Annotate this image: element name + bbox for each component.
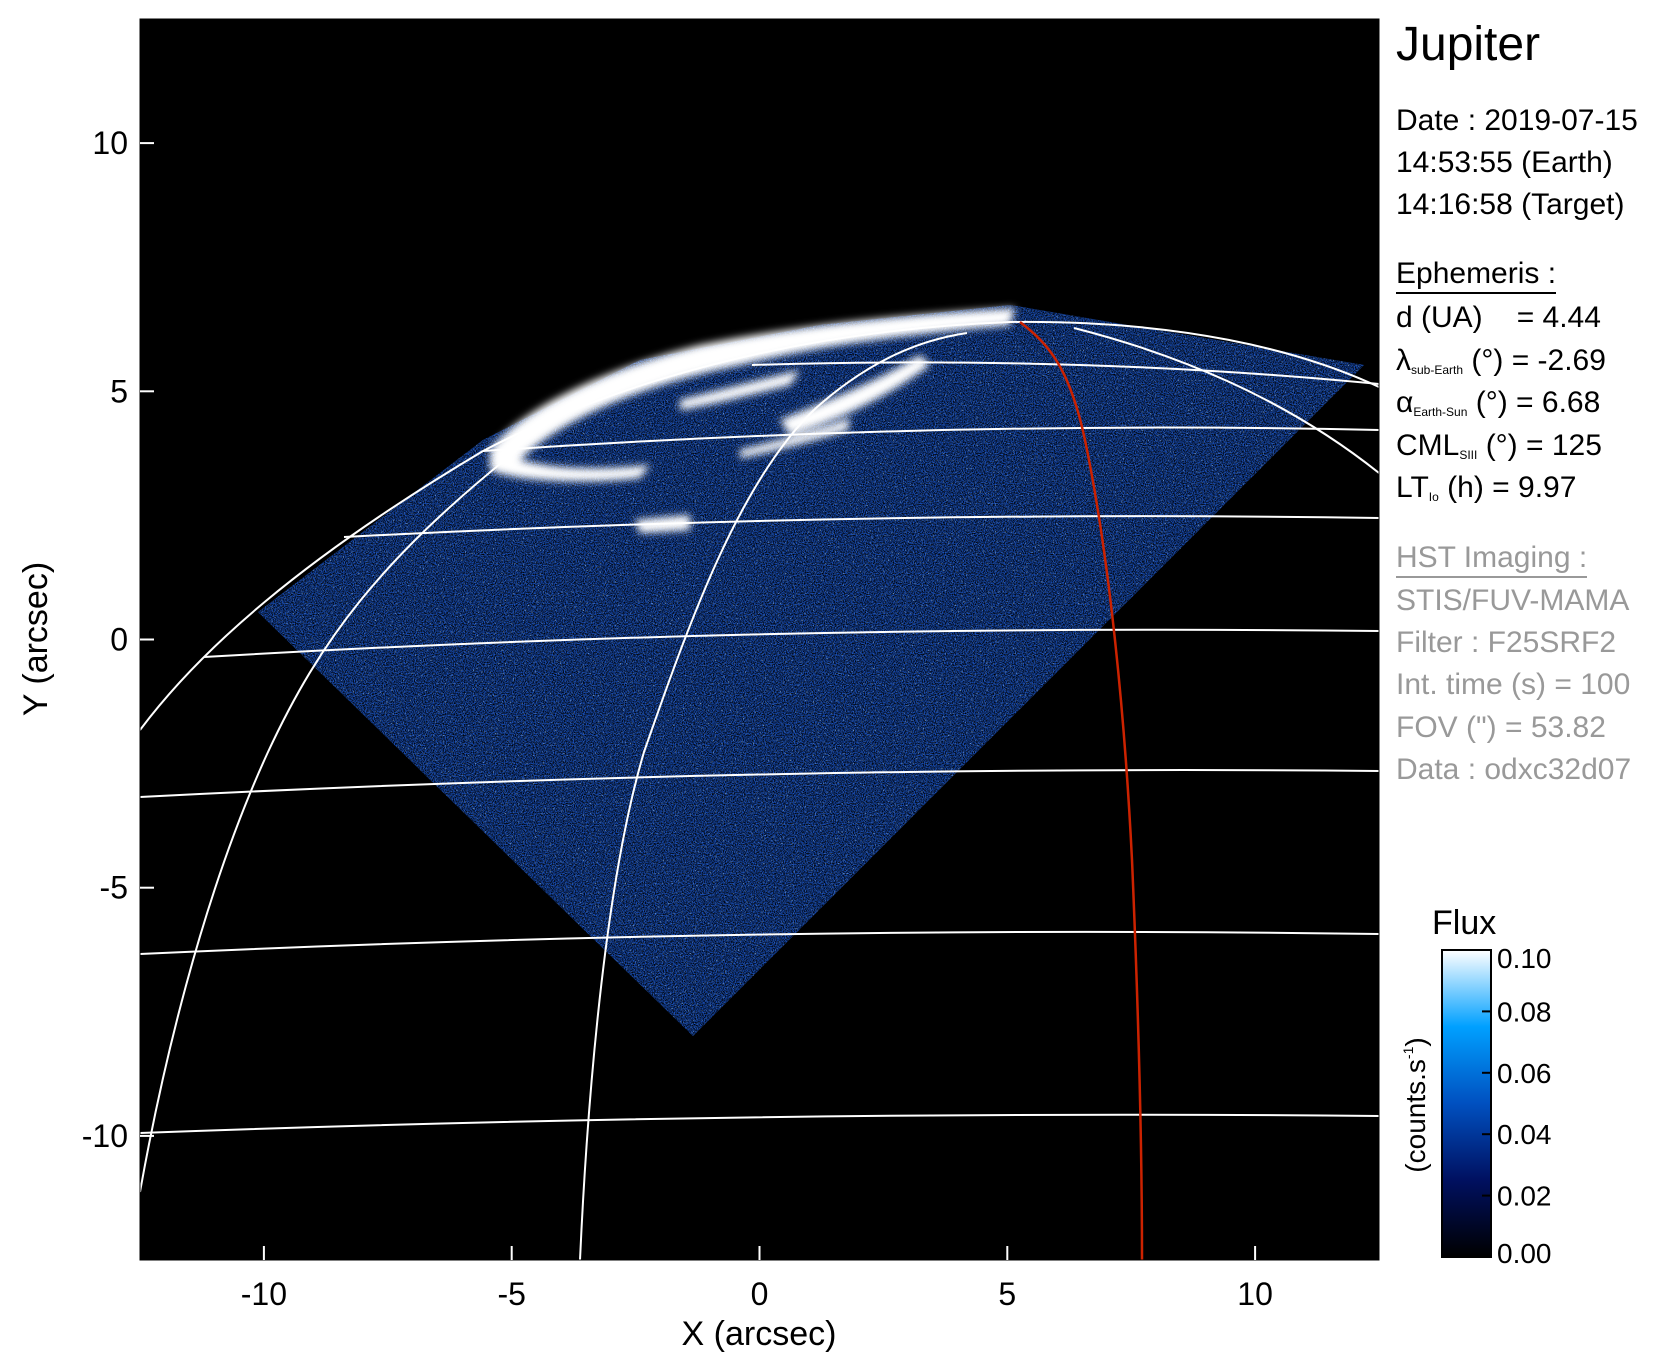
- date: Date : 2019-07-15: [1396, 104, 1638, 137]
- y-tick-label: 0: [110, 622, 128, 658]
- x-tick-label: 0: [751, 1276, 769, 1312]
- sub-earth-latitude: λsub-Earth (°) = -2.69: [1396, 344, 1606, 378]
- y-tick-label: 5: [110, 373, 128, 409]
- colorbar: [1441, 949, 1492, 1258]
- colorbar-tick-label: 0.10: [1497, 943, 1552, 974]
- latitude-grid: [140, 361, 1379, 1134]
- time-earth: 14:53:55 (Earth): [1396, 146, 1613, 179]
- x-tick-label: 10: [1237, 1276, 1273, 1312]
- instrument: STIS/FUV-MAMA: [1396, 584, 1630, 617]
- colorbar-label: (counts.s-1): [1400, 1037, 1431, 1172]
- fov: FOV (") = 53.82: [1396, 711, 1606, 744]
- data-id: Data : odxc32d07: [1396, 753, 1632, 786]
- limb: [140, 320, 1379, 731]
- x-tick-label: 5: [998, 1276, 1016, 1312]
- cml: CMLSIII (°) = 125: [1396, 429, 1602, 463]
- x-tick-label: -5: [497, 1276, 525, 1312]
- filter: Filter : F25SRF2: [1396, 626, 1617, 659]
- colorbar-tick-label: 0.08: [1497, 996, 1552, 1027]
- ephemeris-title: Ephemeris :: [1396, 257, 1557, 294]
- x-axis-label: X (arcsec): [682, 1315, 837, 1353]
- colorbar-tick-label: 0.06: [1497, 1058, 1552, 1089]
- time-target: 14:16:58 (Target): [1396, 188, 1625, 221]
- colorbar-title: Flux: [1432, 904, 1496, 942]
- distance: d (UA) = 4.44: [1396, 301, 1601, 334]
- highlight-meridian: [1019, 321, 1144, 1260]
- y-tick-label: -5: [100, 870, 128, 906]
- phase-angle: αEarth-Sun (°) = 6.68: [1396, 386, 1601, 420]
- planet-title: Jupiter: [1396, 18, 1541, 71]
- colorbar-tick-label: 0.00: [1497, 1238, 1552, 1269]
- io-local-time: LTIo (h) = 9.97: [1396, 471, 1577, 505]
- x-tick-label: -10: [241, 1276, 287, 1312]
- hst-title: HST Imaging :: [1396, 541, 1588, 578]
- colorbar-tick-label: 0.04: [1497, 1119, 1552, 1150]
- y-axis-label: Y (arcsec): [17, 562, 55, 716]
- meridian-grid: [140, 320, 1379, 1260]
- y-tick-label: 10: [92, 125, 128, 161]
- integration-time: Int. time (s) = 100: [1396, 668, 1631, 701]
- y-tick-label: -10: [82, 1118, 128, 1154]
- colorbar-tick-label: 0.02: [1497, 1181, 1552, 1212]
